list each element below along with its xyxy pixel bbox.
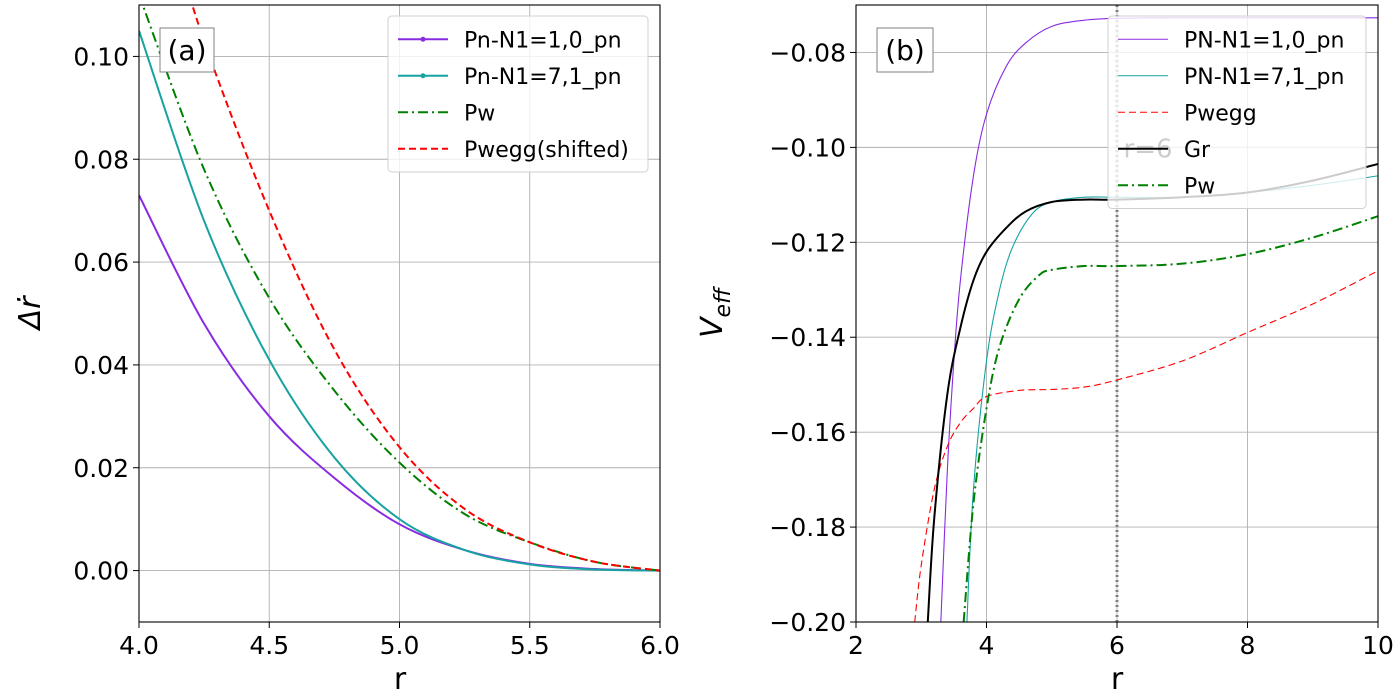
y-tick-label: −0.18 bbox=[769, 513, 846, 542]
y-ticks-a: 0.00 0.02 0.04 0.06 0.08 0.10 bbox=[73, 42, 139, 586]
y-tick-label: 0.04 bbox=[73, 351, 129, 380]
legend-label: Pwegg bbox=[1184, 101, 1257, 126]
series-line-gr bbox=[926, 163, 1378, 622]
y-tick-label: 0.10 bbox=[73, 42, 129, 71]
y-tick-label: 0.06 bbox=[73, 248, 129, 277]
x-axis-label-a: r bbox=[394, 662, 407, 697]
series-line-pw bbox=[962, 215, 1378, 622]
y-tick-label: −0.14 bbox=[769, 323, 846, 352]
legend-label: Pn-N1=1,0_pn bbox=[464, 28, 622, 53]
y-tick-label: −0.10 bbox=[769, 133, 846, 162]
panel-tag-a: (a) bbox=[159, 27, 215, 73]
chart-panel-a: 4.0 4.5 5.0 5.5 6.0 0.00 0.02 0.04 0.06 0.08 0.10… bbox=[13, 4, 680, 697]
y-axis-label-a: Δṙ bbox=[13, 295, 48, 332]
legend-label: Pwegg(shifted) bbox=[464, 138, 629, 163]
y-axis-label-b: Veff bbox=[695, 286, 736, 338]
series-line-pn-n1-7-1-pn bbox=[139, 30, 660, 572]
y-tick-label: −0.12 bbox=[769, 228, 846, 257]
legend-label: Pw bbox=[464, 101, 495, 126]
x-tick-label: 4.0 bbox=[119, 631, 159, 660]
x-tick-label: 4.5 bbox=[249, 631, 289, 660]
legend-box bbox=[1107, 15, 1367, 209]
series-line-pwegg bbox=[914, 270, 1378, 622]
y-tick-label: −0.16 bbox=[769, 418, 846, 447]
y-ticks-b: −0.20 −0.18 −0.16 −0.14 −0.12 −0.10 −0.08 bbox=[769, 38, 856, 637]
y-tick-label: 0.00 bbox=[73, 557, 129, 586]
x-ticks-b: 2 4 6 8 10 bbox=[848, 622, 1394, 660]
x-tick-label: 10 bbox=[1362, 631, 1394, 660]
panel-tag-b: (b) bbox=[876, 27, 934, 73]
y-tick-label: −0.20 bbox=[769, 608, 846, 637]
legend-a: Pn-N1=1,0_pn Pn-N1=7,1_pn Pw Pwegg(shifted) bbox=[387, 15, 649, 173]
legend-label: Gr bbox=[1184, 138, 1211, 163]
legend-marker bbox=[420, 36, 426, 42]
x-axis-label-b: r bbox=[1111, 662, 1124, 697]
x-tick-label: 4 bbox=[979, 631, 995, 660]
x-tick-label: 6 bbox=[1109, 631, 1125, 660]
svg-text:(a): (a) bbox=[167, 34, 206, 67]
svg-text:(b): (b) bbox=[885, 34, 925, 67]
x-tick-label: 5.5 bbox=[510, 631, 550, 660]
legend-box bbox=[387, 15, 649, 173]
legend-label: PN-N1=7,1_pn bbox=[1184, 65, 1344, 90]
y-tick-label: −0.08 bbox=[769, 38, 846, 67]
y-tick-label: 0.02 bbox=[73, 454, 129, 483]
series-line-pn-n1-7-1-pn bbox=[966, 175, 1378, 622]
x-ticks-a: 4.0 4.5 5.0 5.5 6.0 bbox=[119, 622, 680, 660]
legend-label: Pw bbox=[1184, 174, 1215, 199]
legend-b: PN-N1=1,0_pn PN-N1=7,1_pn Pwegg Gr Pw bbox=[1107, 15, 1367, 209]
y-tick-label: 0.08 bbox=[73, 145, 129, 174]
x-tick-label: 5.0 bbox=[380, 631, 420, 660]
x-tick-label: 6.0 bbox=[640, 631, 680, 660]
x-tick-label: 8 bbox=[1240, 631, 1256, 660]
legend-label: PN-N1=1,0_pn bbox=[1184, 28, 1344, 53]
legend-marker bbox=[420, 73, 426, 79]
legend-label: Pn-N1=7,1_pn bbox=[464, 65, 622, 90]
x-tick-label: 2 bbox=[848, 631, 864, 660]
